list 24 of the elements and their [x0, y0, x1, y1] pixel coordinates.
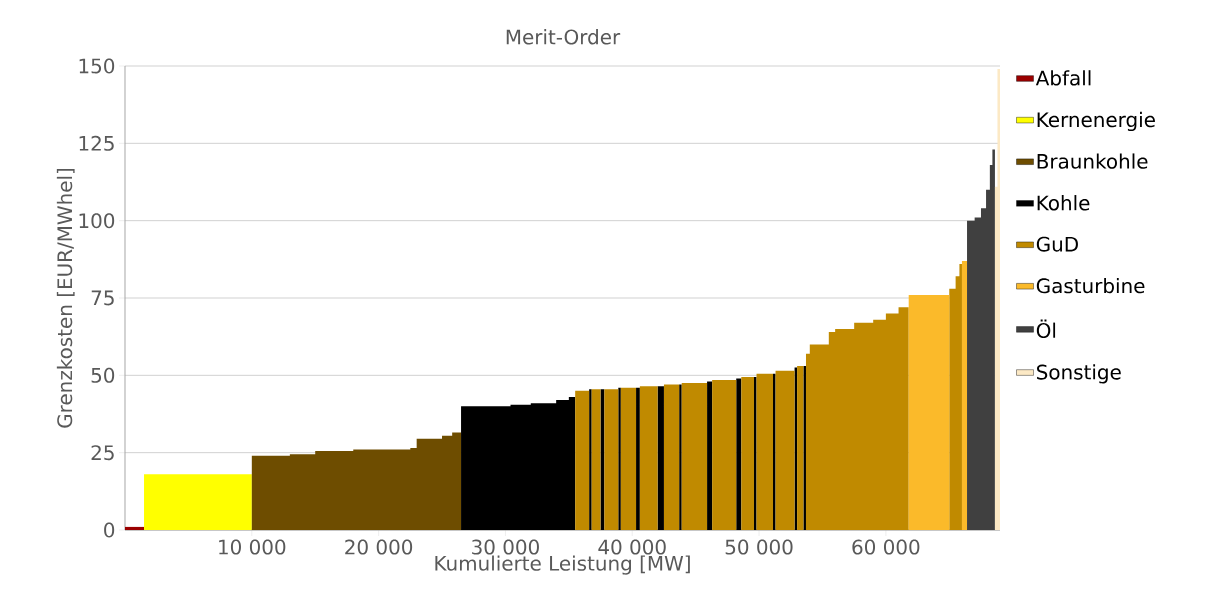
x-axis-title: Kumulierte Leistung [MW]: [435, 555, 690, 575]
legend-label: Kernenergie: [1037, 111, 1155, 132]
chart-title: Merit-Order: [506, 29, 621, 45]
x-tick-label: 20 000: [345, 539, 413, 555]
x-tick-label: 10 000: [219, 539, 286, 555]
y-tick-label: 0: [104, 522, 115, 538]
y-tick-label: 125: [79, 135, 114, 151]
legend-label: Öl: [1036, 319, 1056, 339]
legend-label: Sonstige: [1037, 364, 1121, 384]
legend-label: Braunkohle: [1037, 153, 1148, 169]
legend-label: GuD: [1036, 236, 1078, 252]
legend-label: Abfall: [1035, 70, 1091, 86]
y-tick-label: 150: [79, 58, 115, 74]
legend-label: Kohle: [1037, 195, 1090, 211]
x-tick-label: 50 000: [725, 539, 793, 555]
x-tick-label: 40 000: [598, 539, 666, 555]
y-axis-title: Grenzkosten [EUR/MWhel]: [56, 168, 75, 428]
y-tick-label: 50: [91, 367, 115, 383]
y-tick-label: 25: [91, 445, 114, 461]
y-tick-label: 100: [79, 213, 115, 229]
legend-label: Gasturbine: [1036, 277, 1145, 294]
y-tick-label: 75: [91, 290, 114, 306]
x-tick-label: 60 000: [852, 539, 920, 555]
x-tick-label: 30 000: [472, 539, 539, 555]
